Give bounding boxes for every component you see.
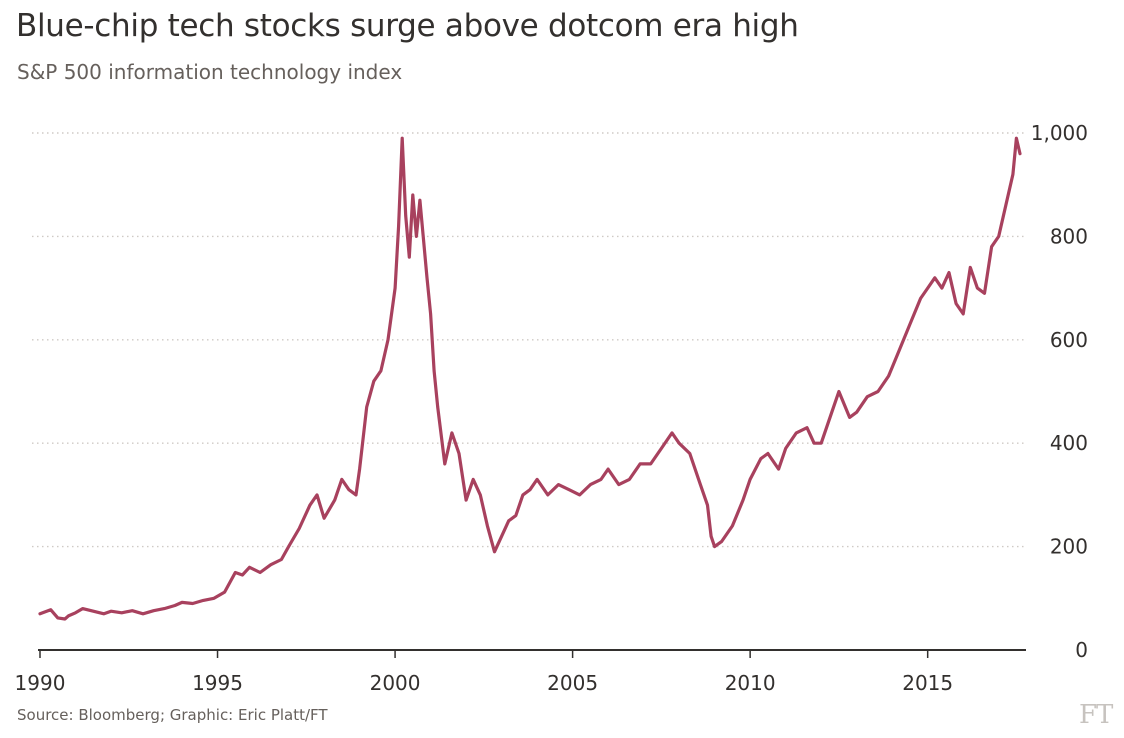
ft-logo: FT <box>1079 700 1113 730</box>
x-tick-label: 2010 <box>725 671 776 695</box>
chart-subtitle: S&P 500 information technology index <box>17 60 403 84</box>
grid-lines <box>32 132 1026 548</box>
y-tick-label: 800 <box>1050 224 1088 248</box>
x-tick-label: 2015 <box>902 671 953 695</box>
y-tick-label: 600 <box>1050 328 1088 352</box>
x-tick-label: 1995 <box>192 671 243 695</box>
series-line-0 <box>38 136 1022 621</box>
x-tick-label: 2000 <box>370 671 421 695</box>
x-tick-label: 2005 <box>547 671 598 695</box>
chart-title: Blue-chip tech stocks surge above dotcom… <box>16 8 799 44</box>
y-tick-label: 1,000 <box>1031 121 1088 145</box>
y-tick-label: 0 <box>1075 638 1088 662</box>
x-axis-labels: 1990 1995 2000 2005 2010 2015 <box>15 671 954 695</box>
y-tick-label: 200 <box>1050 535 1088 559</box>
y-axis-labels: 0 200 400 600 800 1,000 <box>1031 121 1088 662</box>
x-axis <box>38 649 1026 658</box>
x-tick-label: 1990 <box>15 671 66 695</box>
y-tick-label: 400 <box>1050 431 1088 455</box>
source-note: Source: Bloomberg; Graphic: Eric Platt/F… <box>17 706 328 724</box>
series-layer <box>38 136 1022 621</box>
